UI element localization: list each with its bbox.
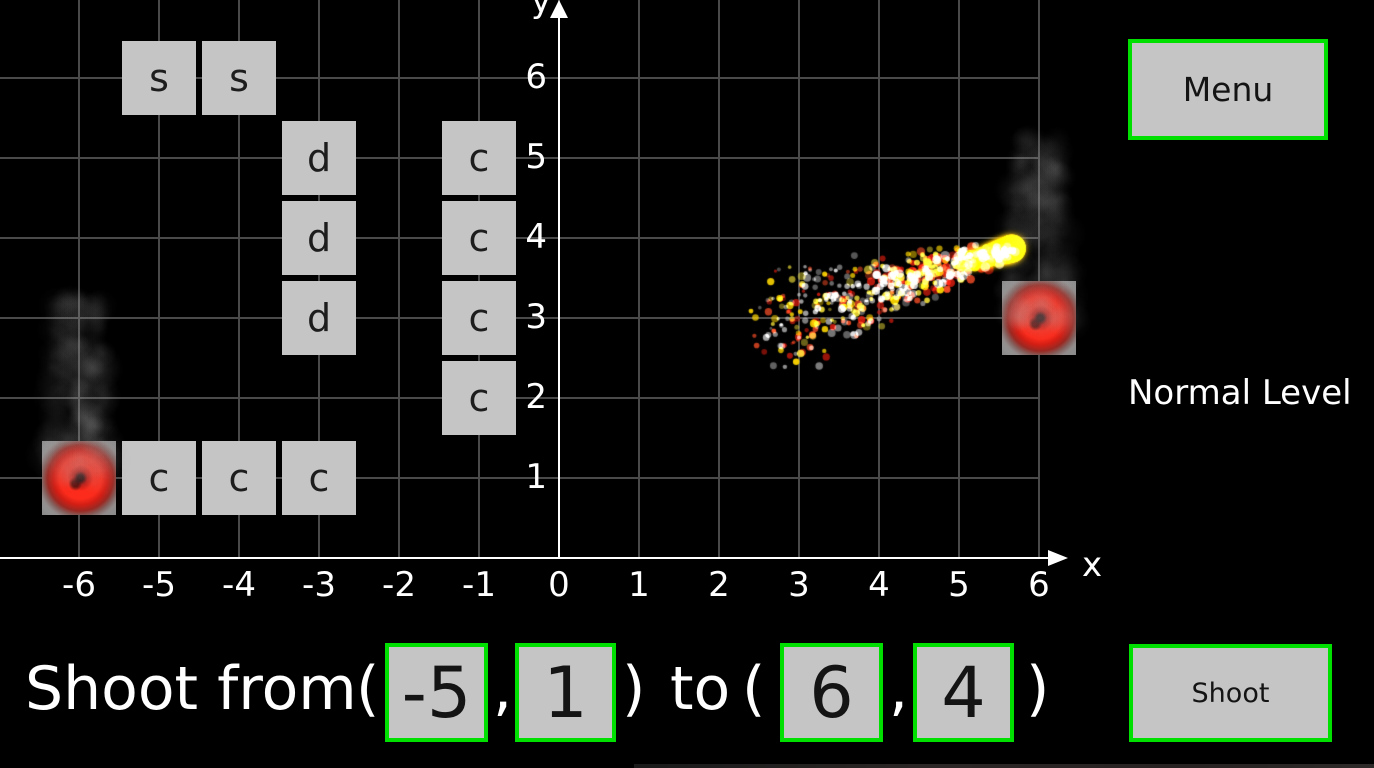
open-paren-to: ( (742, 654, 766, 724)
shoot-button[interactable]: Shoot (1129, 644, 1332, 742)
level-label: Normal Level (1128, 373, 1352, 413)
close-paren-from: ) (622, 654, 646, 724)
open-paren-from: ( (356, 654, 380, 724)
to-y-input[interactable]: 4 (913, 643, 1014, 742)
menu-button[interactable]: Menu (1128, 39, 1328, 140)
comma-to: , (889, 654, 909, 724)
to-x-input[interactable]: 6 (780, 643, 883, 742)
shot-instruction-text: Shoot from (25, 654, 357, 724)
from-x-input[interactable]: -5 (385, 643, 488, 742)
from-y-input[interactable]: 1 (515, 643, 616, 742)
to-text: to (670, 654, 731, 724)
comma-from: , (493, 654, 513, 724)
close-paren-to: ) (1026, 654, 1050, 724)
